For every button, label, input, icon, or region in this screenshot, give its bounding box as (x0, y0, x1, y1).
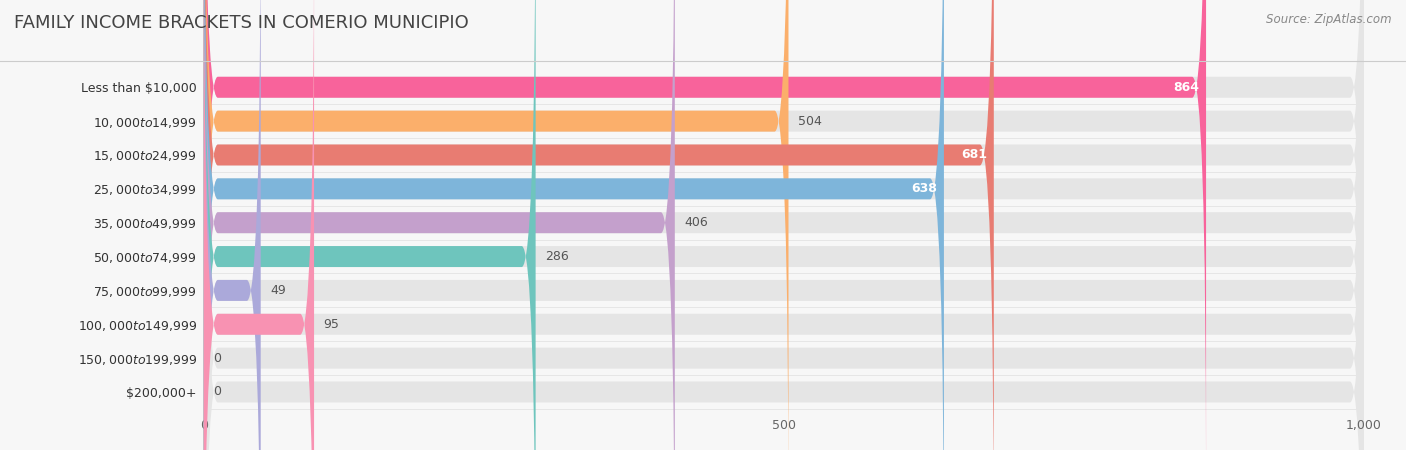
Text: 638: 638 (911, 182, 936, 195)
FancyBboxPatch shape (204, 0, 260, 450)
Text: 406: 406 (685, 216, 707, 229)
FancyBboxPatch shape (204, 0, 1364, 450)
FancyBboxPatch shape (204, 0, 1364, 450)
Text: FAMILY INCOME BRACKETS IN COMERIO MUNICIPIO: FAMILY INCOME BRACKETS IN COMERIO MUNICI… (14, 14, 468, 32)
FancyBboxPatch shape (204, 0, 675, 450)
FancyBboxPatch shape (204, 0, 1364, 450)
FancyBboxPatch shape (204, 0, 943, 450)
FancyBboxPatch shape (204, 0, 314, 450)
FancyBboxPatch shape (204, 0, 1364, 450)
Text: Source: ZipAtlas.com: Source: ZipAtlas.com (1267, 14, 1392, 27)
FancyBboxPatch shape (204, 0, 536, 450)
Text: 49: 49 (270, 284, 285, 297)
FancyBboxPatch shape (204, 0, 1206, 450)
FancyBboxPatch shape (204, 0, 1364, 450)
FancyBboxPatch shape (204, 0, 789, 450)
FancyBboxPatch shape (204, 0, 1364, 450)
Text: 286: 286 (546, 250, 568, 263)
Text: 864: 864 (1173, 81, 1199, 94)
FancyBboxPatch shape (204, 0, 1364, 450)
Text: 0: 0 (214, 386, 221, 399)
Text: 504: 504 (797, 115, 821, 128)
FancyBboxPatch shape (204, 0, 1364, 450)
FancyBboxPatch shape (204, 0, 1364, 450)
FancyBboxPatch shape (204, 0, 1364, 450)
Text: 95: 95 (323, 318, 339, 331)
Text: 681: 681 (960, 148, 987, 162)
FancyBboxPatch shape (204, 0, 994, 450)
Text: 0: 0 (214, 351, 221, 364)
